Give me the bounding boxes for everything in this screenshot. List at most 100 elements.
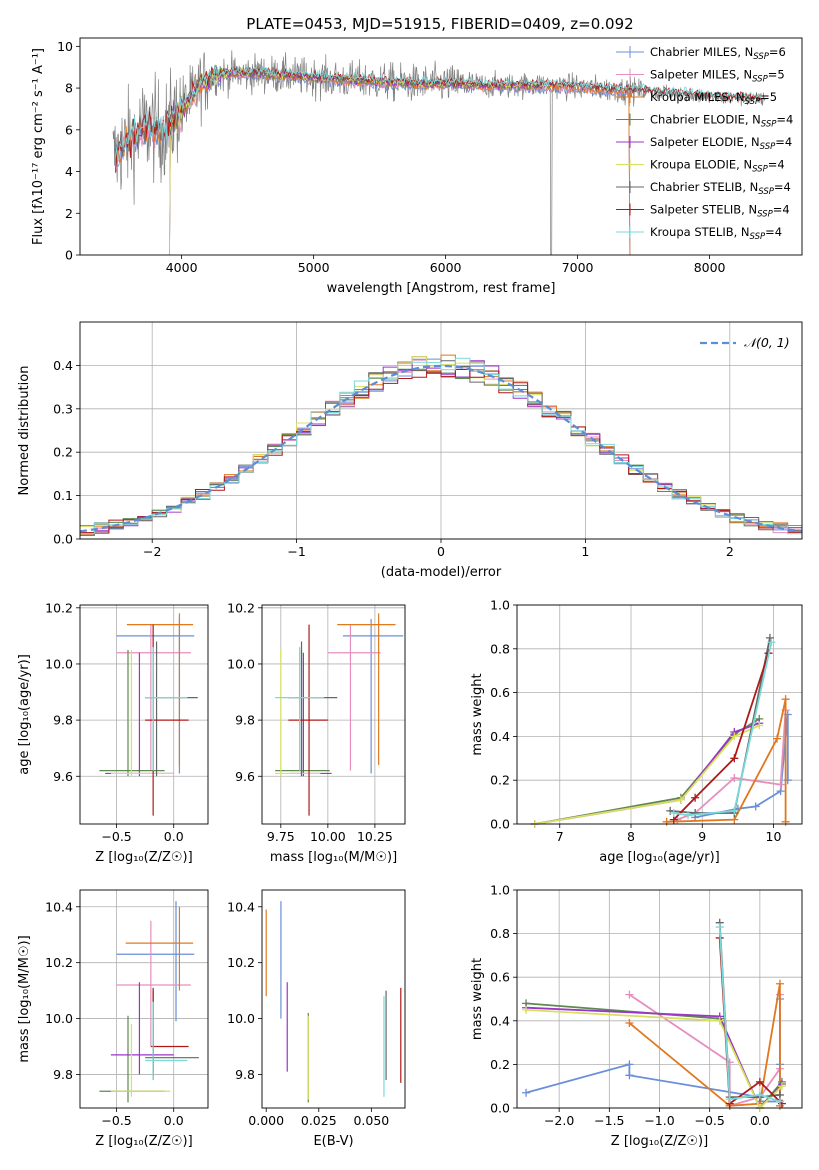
x-tick-label: −1.5 <box>594 1113 624 1128</box>
legend-label-suffix: =4 <box>773 203 790 217</box>
weight-marker <box>684 811 692 820</box>
x-axis-label: (data-model)/error <box>381 565 502 580</box>
mass-vs-EBV-panel: 0.000 0.025 0.050 9.8 10.0 10.2 10.4 E(B-V) <box>227 889 406 1149</box>
y-tick-label: 0.4 <box>53 358 73 373</box>
legend-entry: Chabrier MILES, NSSP=6 <box>616 45 786 62</box>
x-tick-label: 0.000 <box>248 1113 284 1128</box>
y-tick-label: 0.2 <box>490 1057 510 1072</box>
y-tick-label: 10.4 <box>45 899 73 914</box>
legend-label-main: Kroupa STELIB, N <box>650 225 750 239</box>
x-tick-label: 0.0 <box>164 829 184 844</box>
legend-entry: Salpeter STELIB, NSSP=4 <box>616 203 790 220</box>
legend-label-main: Chabrier ELODIE, N <box>650 113 761 127</box>
y-tick-label: 9.8 <box>53 1067 73 1082</box>
weight-marker <box>625 990 634 999</box>
legend-label-sub: SSP <box>745 97 761 107</box>
weight-marker <box>776 780 785 789</box>
model-spectrum-chabrier-elodie <box>168 66 552 255</box>
y-tick-label: 10.0 <box>45 1011 73 1026</box>
error-bar-point <box>116 920 191 1047</box>
legend-label: Chabrier STELIB, NSSP=4 <box>650 180 791 197</box>
error-bar-point <box>290 652 332 777</box>
axes-frame <box>516 604 803 825</box>
weight-line-chabrier-elodie <box>534 718 760 824</box>
y-axis-label: mass [log₁₀(M/M☉)] <box>17 935 32 1062</box>
error-bar-point <box>327 624 381 771</box>
y-tick-label: 10 <box>57 39 73 54</box>
legend-label: Kroupa STELIB, NSSP=4 <box>650 225 782 242</box>
y-tick-label: 10.2 <box>227 955 255 970</box>
model-spectrum-kroupa-stelib <box>115 64 763 161</box>
weight-marker <box>715 1016 724 1025</box>
y-tick-label: 10.4 <box>227 899 255 914</box>
error-bar-point <box>275 649 330 777</box>
weight-marker <box>730 774 739 783</box>
axes-frame <box>79 604 209 825</box>
weight-line-chabrier-miles <box>525 999 781 1103</box>
model-spectrum-chabrier-miles <box>115 73 631 255</box>
y-tick-label: 0.2 <box>490 773 510 788</box>
x-tick-label: 10.00 <box>310 829 346 844</box>
x-axis-label: mass [log₁₀(M/M☉)] <box>270 850 397 865</box>
error-bar-point <box>288 624 328 816</box>
legend-label-suffix: =4 <box>775 135 792 149</box>
axes-frame <box>79 37 803 256</box>
weight-line-kroupa-stelib <box>718 927 781 1103</box>
legend-label: 𝒩(0, 1) <box>744 335 790 350</box>
weight-marker <box>691 793 700 802</box>
error-bar-point <box>116 901 195 1022</box>
age-vs-mass-panel: 9.75 10.00 10.25 9.6 9.8 10.0 10.2 mass [log₁₀(… <box>227 600 406 865</box>
x-axis-label: wavelength [Angstrom, rest frame] <box>327 281 556 296</box>
error-bar-point <box>342 619 404 774</box>
model-spectrum-salpeter-elodie <box>168 67 552 255</box>
x-tick-label: −2 <box>143 544 161 559</box>
y-tick-label: 9.8 <box>235 1067 255 1082</box>
x-tick-label: 7000 <box>562 260 594 275</box>
legend-label: Chabrier ELODIE, NSSP=4 <box>650 113 793 130</box>
mass-vs-Z-panel: −0.5 0.0 9.8 10.0 10.2 10.4 Z [log₁₀(Z/Z☉)] mas… <box>17 889 209 1149</box>
y-tick-label: 0.0 <box>490 1101 510 1116</box>
legend-label-main: Salpeter ELODIE, N <box>650 135 760 149</box>
x-axis-label: age [log₁₀(age/yr)] <box>599 850 720 865</box>
error-bar-point <box>126 613 194 766</box>
legend-label: Salpeter ELODIE, NSSP=4 <box>650 135 792 152</box>
legend-label-main: Salpeter STELIB, N <box>650 203 757 217</box>
x-tick-label: 9.75 <box>267 829 295 844</box>
weight-marker <box>669 809 678 818</box>
legend-label: Kroupa ELODIE, NSSP=4 <box>650 158 785 175</box>
spectrum-panel: 4000 5000 6000 7000 8000 0 2 4 6 8 10 wavelength [A… <box>31 37 803 296</box>
x-tick-label: −2.0 <box>544 1113 574 1128</box>
weight-marker <box>765 633 774 642</box>
legend-label-sub: SSP <box>757 210 773 220</box>
x-tick-label: 1 <box>581 544 589 559</box>
residual-histogram-kroupa-stelib <box>80 357 802 535</box>
weight-line-salpeter-miles <box>628 993 781 1107</box>
axes-frame <box>261 604 406 825</box>
y-tick-label: 0.2 <box>53 445 73 460</box>
y-tick-label: 9.8 <box>53 713 73 728</box>
x-axis-label: E(B-V) <box>313 1134 353 1149</box>
error-bar-point <box>275 649 321 777</box>
x-tick-label: 10 <box>766 829 782 844</box>
legend-entry: Salpeter ELODIE, NSSP=4 <box>616 135 792 152</box>
legend-entry: Kroupa STELIB, NSSP=4 <box>616 225 782 242</box>
weight-line-kroupa-elodie <box>534 724 760 824</box>
x-tick-label: −0.5 <box>101 1113 131 1128</box>
weight-line-kroupa-stelib <box>673 642 773 817</box>
y-tick-label: 9.6 <box>235 769 255 784</box>
legend-label-suffix: =5 <box>760 90 777 104</box>
x-tick-label: −1.0 <box>644 1113 674 1128</box>
weight-marker <box>691 809 700 818</box>
y-tick-label: 9.8 <box>235 713 255 728</box>
legend-label-main: Chabrier STELIB, N <box>650 180 758 194</box>
legend-label-sub: SSP <box>752 75 768 85</box>
weight-marker <box>662 817 671 826</box>
legend-entry: Kroupa ELODIE, NSSP=4 <box>616 158 785 175</box>
y-axis-label: mass weight <box>470 958 485 1040</box>
legend-entry: Kroupa MILES, NSSP=5 <box>616 90 777 107</box>
x-tick-label: 5000 <box>298 260 330 275</box>
mass-weight-vs-Z-panel: −2.0 −1.5 −1.0 −0.5 0.0 0.0 0.2 0.4 0.6 0.8 1.0 Z [… <box>470 883 803 1149</box>
weight-marker <box>522 1088 531 1097</box>
y-tick-label: 0.6 <box>490 685 510 700</box>
error-bar-point <box>150 987 189 1075</box>
